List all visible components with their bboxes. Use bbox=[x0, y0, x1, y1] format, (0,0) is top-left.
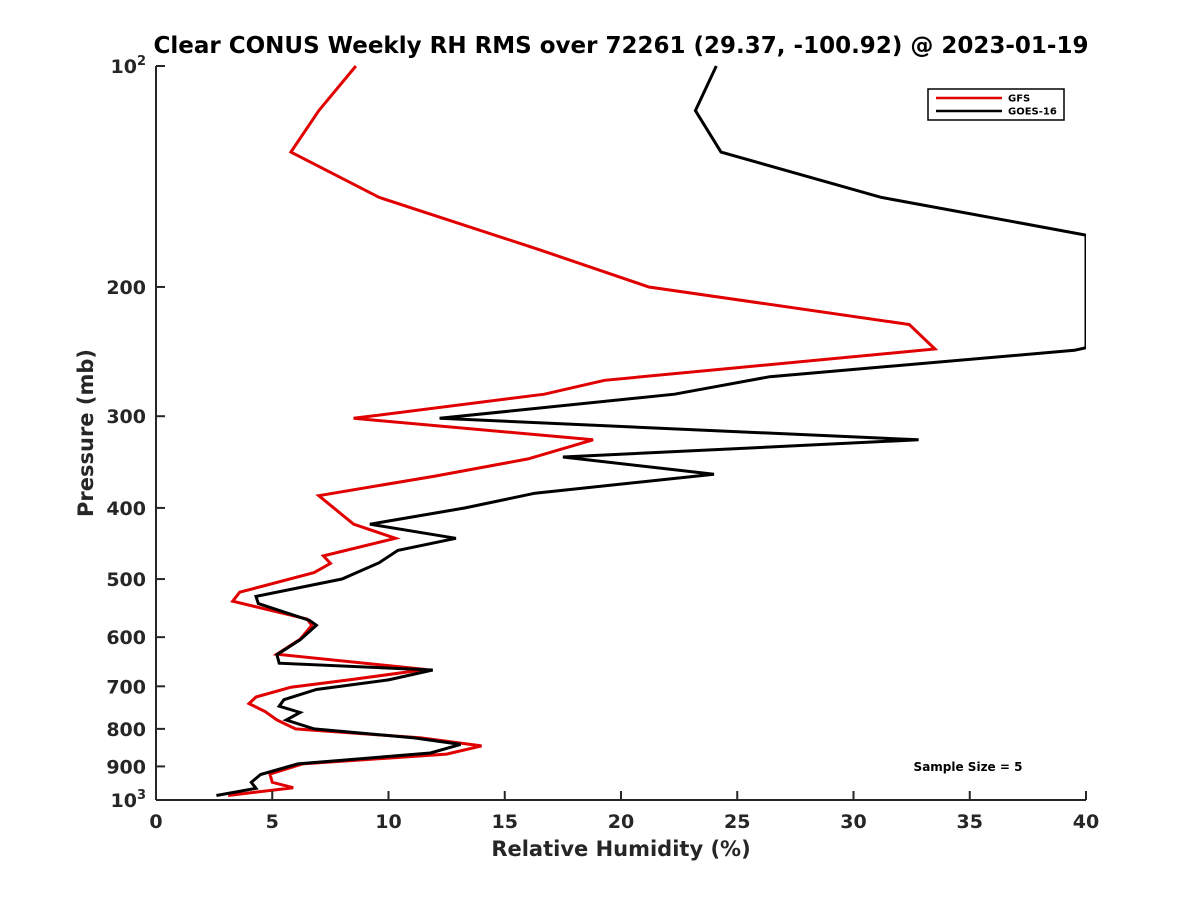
chart-title: Clear CONUS Weekly RH RMS over 72261 (29… bbox=[154, 33, 1089, 59]
x-tick-label: 25 bbox=[724, 811, 750, 833]
y-tick-label: 200 bbox=[106, 277, 146, 299]
y-tick-label: 900 bbox=[106, 756, 146, 778]
x-tick-label: 30 bbox=[840, 811, 866, 833]
y-tick-label: 500 bbox=[106, 569, 146, 591]
legend-label-gfs: GFS bbox=[1008, 94, 1030, 105]
x-tick-label: 5 bbox=[266, 811, 279, 833]
y-tick-label: 700 bbox=[106, 676, 146, 698]
y-tick-label: 600 bbox=[106, 627, 146, 649]
legend-box bbox=[927, 88, 1065, 121]
legend-label-goes16: GOES-16 bbox=[1008, 107, 1057, 118]
y-tick-label: 103 bbox=[111, 788, 147, 812]
y-axis-label: Pressure (mb) bbox=[74, 349, 98, 517]
series-line-goes16 bbox=[216, 65, 1086, 797]
x-axis-label: Relative Humidity (%) bbox=[491, 837, 750, 861]
y-tick-label: 400 bbox=[106, 498, 146, 520]
y-tick-label: 300 bbox=[106, 406, 146, 428]
legend: GFS GOES-16 bbox=[927, 88, 1065, 121]
y-tick-label: 800 bbox=[106, 719, 146, 741]
y-tick-label: 102 bbox=[111, 54, 147, 78]
series-layer bbox=[216, 65, 1086, 797]
x-tick-label: 20 bbox=[608, 811, 634, 833]
sample-size-annotation: Sample Size = 5 bbox=[914, 760, 1023, 774]
x-tick-label: 10 bbox=[375, 811, 401, 833]
x-tick-label: 40 bbox=[1073, 811, 1099, 833]
x-tick-label: 35 bbox=[957, 811, 983, 833]
x-tick-label: 0 bbox=[149, 811, 162, 833]
axes-layer: 0 5 10 15 20 25 30 35 40 102 200 300 400 500 600 700 800… bbox=[106, 54, 1099, 833]
x-tick-label: 15 bbox=[492, 811, 518, 833]
